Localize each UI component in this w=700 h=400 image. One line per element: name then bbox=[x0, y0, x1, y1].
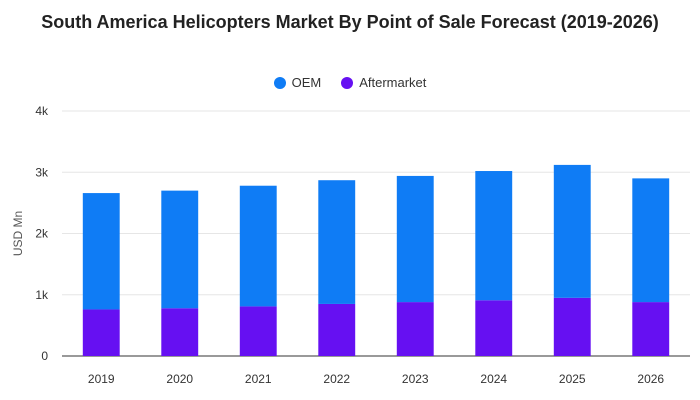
x-tick-label: 2023 bbox=[402, 372, 429, 386]
y-tick-label: 0 bbox=[41, 349, 48, 363]
bar-oem-2020[interactable] bbox=[161, 190, 199, 309]
bar-aftermarket-2023[interactable] bbox=[396, 302, 434, 356]
bar-oem-2019[interactable] bbox=[82, 193, 120, 310]
chart-legend: OEM Aftermarket bbox=[0, 75, 700, 90]
x-tick-label: 2022 bbox=[323, 372, 350, 386]
x-tick-label: 2025 bbox=[559, 372, 586, 386]
bar-oem-2024[interactable] bbox=[475, 171, 513, 301]
x-tick-label: 2021 bbox=[245, 372, 272, 386]
bar-aftermarket-2025[interactable] bbox=[553, 297, 591, 356]
legend-item-oem[interactable]: OEM bbox=[273, 75, 322, 90]
y-tick-label: 3k bbox=[35, 165, 49, 179]
bar-aftermarket-2021[interactable] bbox=[239, 306, 277, 356]
x-tick-label: 2020 bbox=[166, 372, 193, 386]
bar-oem-2026[interactable] bbox=[632, 178, 670, 303]
x-tick-label: 2026 bbox=[637, 372, 664, 386]
bar-aftermarket-2020[interactable] bbox=[161, 308, 199, 356]
bars-layer bbox=[82, 164, 670, 356]
legend-label-aftermarket: Aftermarket bbox=[359, 75, 427, 90]
bar-oem-2022[interactable] bbox=[318, 180, 356, 304]
axis-layer: 0 1k 2k 3k 4k USD Mn 2019 2020 2021 2022 2023 2024 2… bbox=[11, 104, 664, 386]
bar-aftermarket-2019[interactable] bbox=[82, 309, 120, 356]
grid-layer bbox=[62, 110, 690, 357]
y-tick-label: 4k bbox=[35, 104, 49, 118]
x-tick-label: 2024 bbox=[480, 372, 507, 386]
legend-swatch-oem bbox=[273, 76, 286, 89]
x-tick-label: 2019 bbox=[88, 372, 115, 386]
bar-aftermarket-2022[interactable] bbox=[318, 303, 356, 356]
bar-aftermarket-2026[interactable] bbox=[632, 302, 670, 356]
legend-swatch-aftermarket bbox=[341, 76, 354, 89]
bar-oem-2023[interactable] bbox=[396, 175, 434, 303]
legend-label-oem: OEM bbox=[291, 75, 322, 90]
chart-title: South America Helicopters Market By Poin… bbox=[41, 12, 659, 32]
bar-oem-2025[interactable] bbox=[553, 164, 591, 298]
bar-aftermarket-2024[interactable] bbox=[475, 300, 513, 356]
y-axis-title: USD Mn bbox=[11, 211, 25, 256]
y-tick-label: 1k bbox=[35, 288, 49, 302]
y-tick-label: 2k bbox=[35, 227, 49, 241]
legend-item-aftermarket[interactable]: Aftermarket bbox=[341, 75, 426, 90]
bar-oem-2021[interactable] bbox=[239, 185, 277, 307]
